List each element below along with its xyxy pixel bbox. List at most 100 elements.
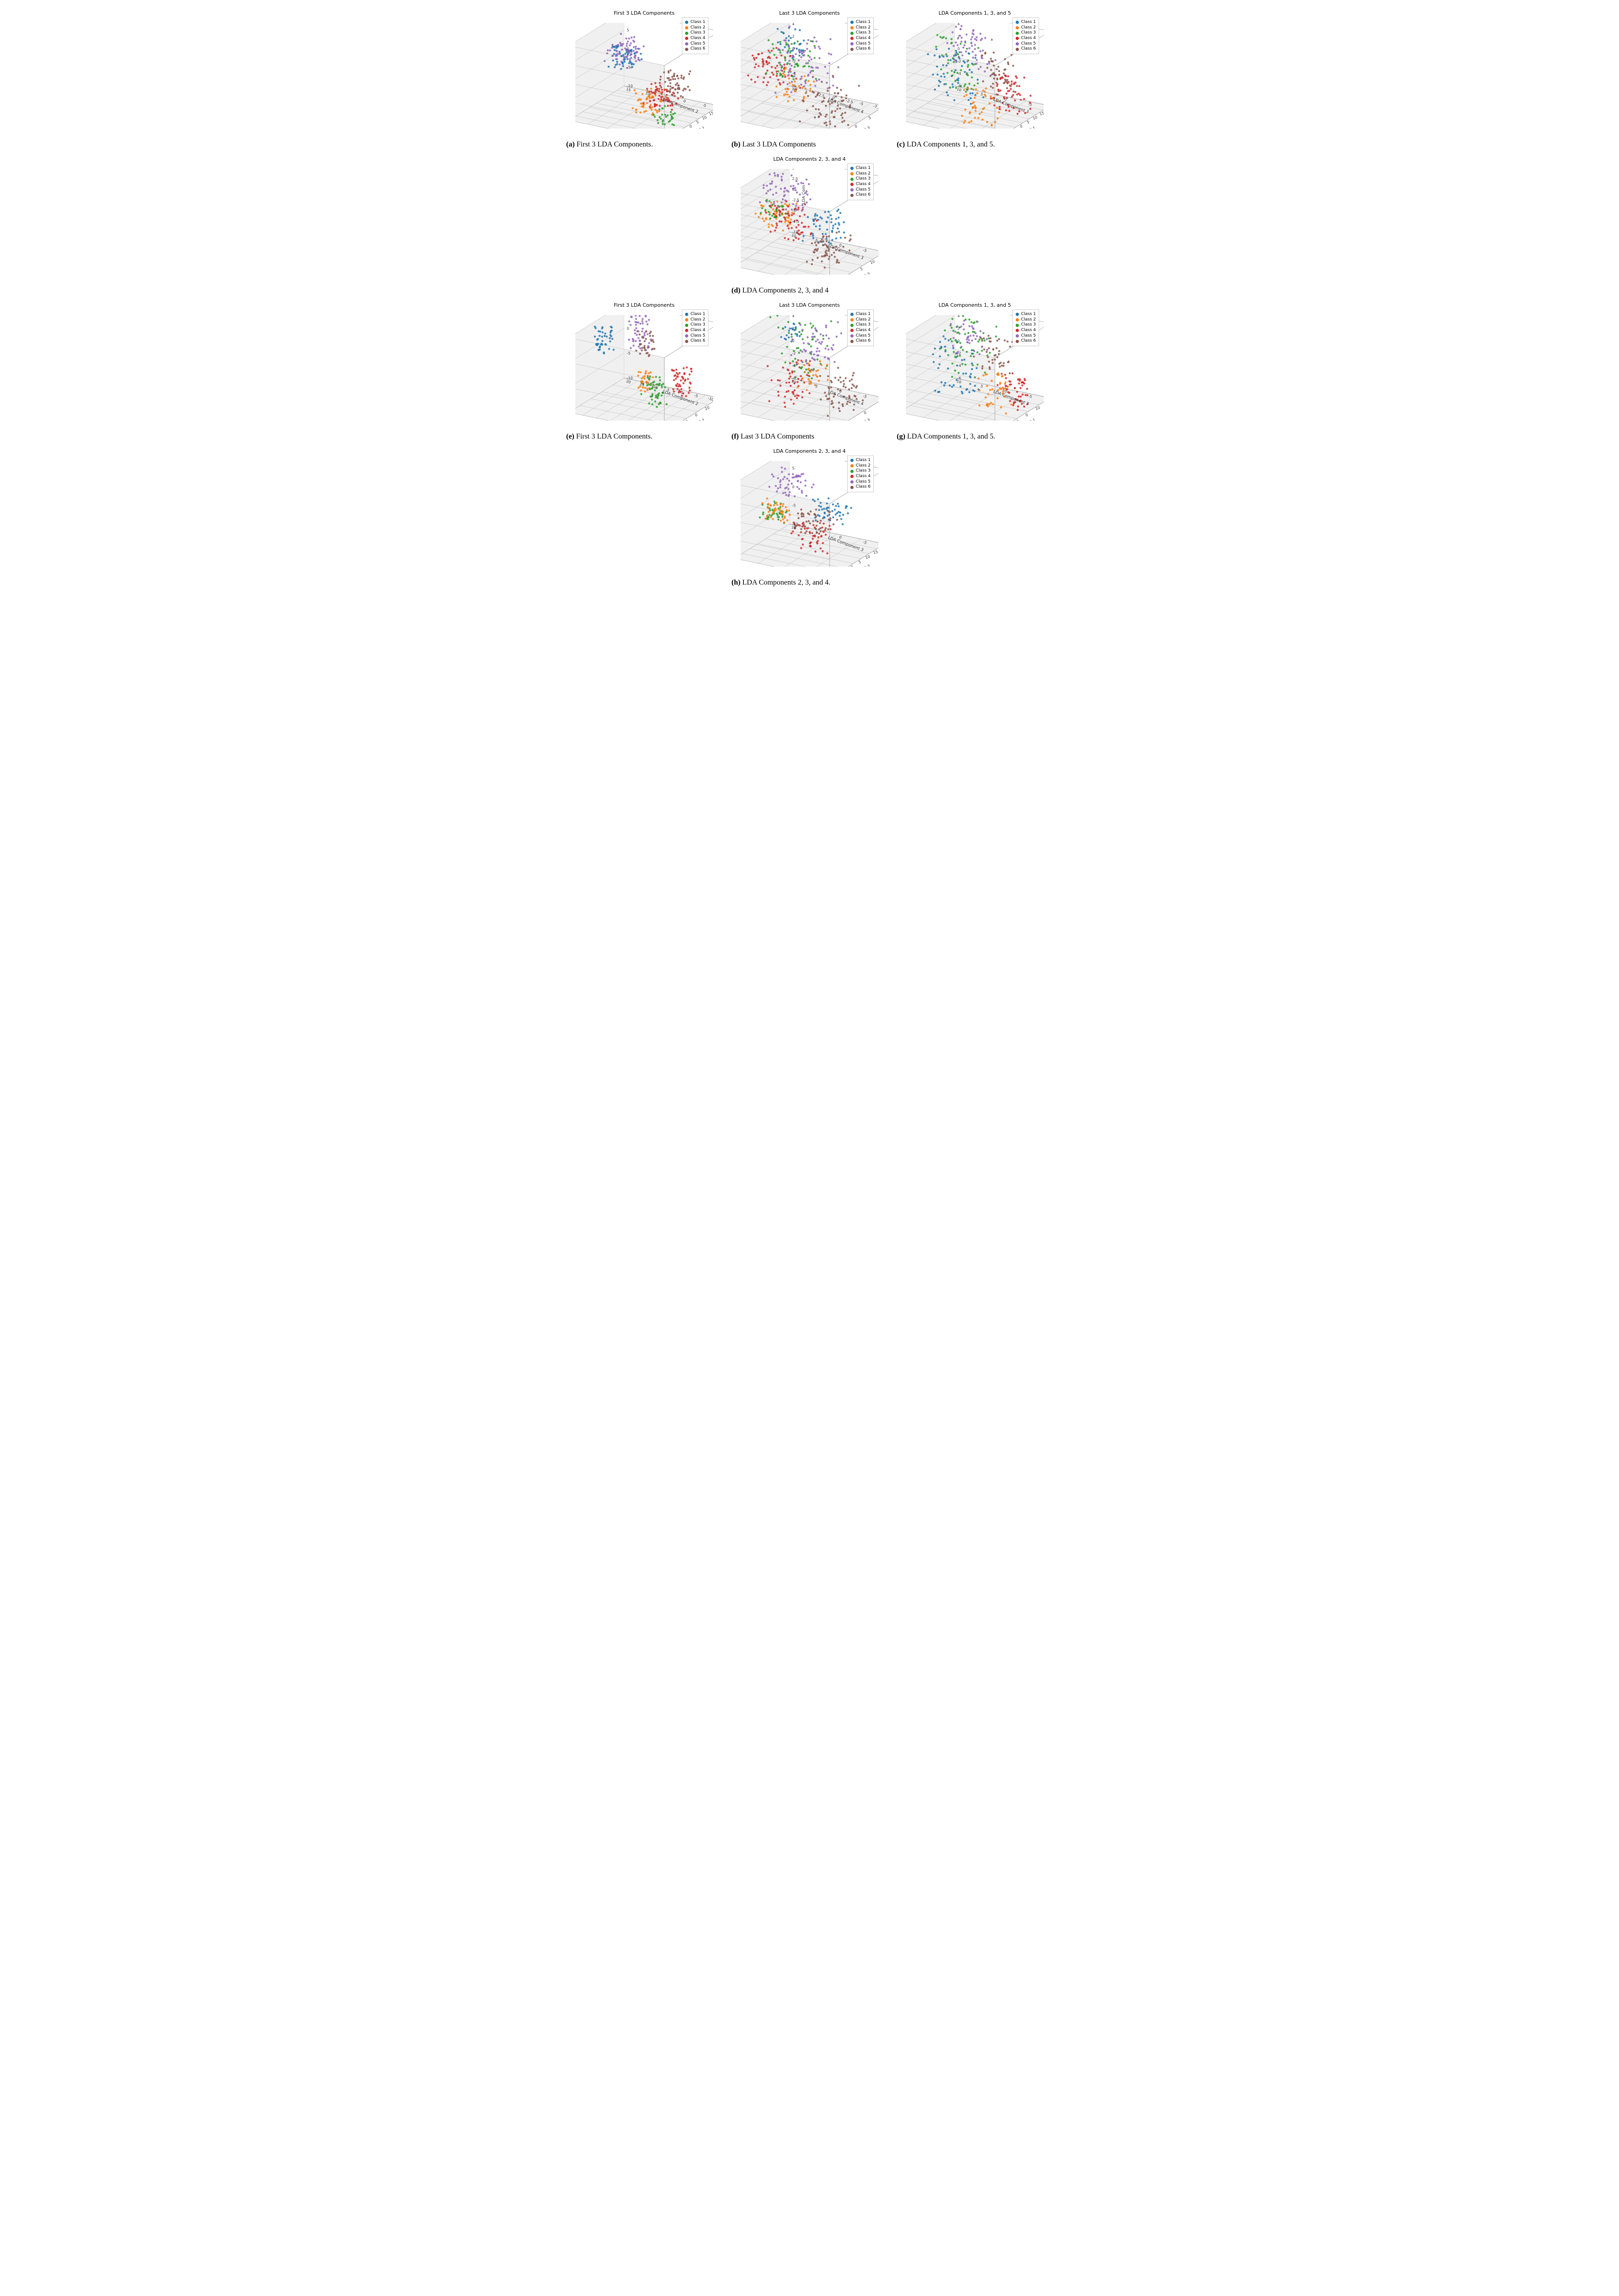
legend-label: Class 6 bbox=[856, 46, 871, 52]
legend: Class 1Class 2Class 3Class 4Class 5Class… bbox=[1012, 310, 1039, 346]
svg-text:-2.5: -2.5 bbox=[792, 198, 799, 203]
legend-label: Class 2 bbox=[691, 317, 705, 323]
legend-dot-icon bbox=[850, 318, 854, 321]
plot-title: LDA Components 2, 3, and 4 bbox=[736, 448, 883, 454]
legend-label: Class 4 bbox=[856, 328, 871, 333]
plot-title: Last 3 LDA Components bbox=[736, 302, 883, 308]
legend-dot-icon bbox=[685, 313, 688, 316]
legend-item: Class 1 bbox=[850, 166, 871, 171]
legend-item: Class 4 bbox=[850, 328, 871, 333]
legend-dot-icon bbox=[850, 172, 854, 175]
caption-tag: (h) bbox=[731, 579, 741, 586]
svg-text:-10: -10 bbox=[792, 230, 798, 234]
legend-dot-icon bbox=[1016, 313, 1019, 316]
legend-dot-icon bbox=[685, 32, 688, 35]
legend-label: Class 6 bbox=[1021, 338, 1036, 344]
legend-dot-icon bbox=[850, 340, 854, 343]
legend-item: Class 4 bbox=[1016, 36, 1036, 41]
svg-text:LDA Com: LDA Com bbox=[802, 185, 806, 204]
legend-item: Class 5 bbox=[1016, 41, 1036, 47]
legend-label: Class 5 bbox=[856, 333, 871, 339]
svg-text:-6: -6 bbox=[792, 84, 796, 88]
svg-text:0: 0 bbox=[627, 47, 629, 51]
legend-item: Class 3 bbox=[1016, 322, 1036, 328]
caption-text: LDA Components 2, 3, and 4. bbox=[742, 579, 831, 586]
legend-dot-icon bbox=[850, 470, 854, 473]
legend-item: Class 5 bbox=[850, 333, 871, 339]
legend-dot-icon bbox=[850, 475, 854, 478]
legend-item: Class 6 bbox=[685, 46, 705, 52]
svg-text:4: 4 bbox=[792, 23, 794, 26]
legend-label: Class 6 bbox=[856, 484, 871, 490]
caption-text: First 3 LDA Components. bbox=[577, 141, 653, 148]
caption-text: LDA Components 1, 3, and 5. bbox=[907, 433, 995, 440]
legend-label: Class 3 bbox=[856, 468, 871, 474]
svg-text:15: 15 bbox=[1039, 111, 1044, 117]
legend-item: Class 6 bbox=[850, 484, 871, 490]
legend-dot-icon bbox=[1016, 32, 1019, 35]
legend-item: Class 6 bbox=[685, 338, 705, 344]
legend-dot-icon bbox=[685, 48, 688, 51]
legend-label: Class 3 bbox=[1021, 30, 1036, 36]
legend-dot-icon bbox=[1016, 37, 1019, 40]
legend-dot-icon bbox=[1016, 340, 1019, 343]
legend-dot-icon bbox=[850, 459, 854, 462]
legend-dot-icon bbox=[850, 188, 854, 191]
plot-box: LDA Components 2, 3, and 4Class 1Class 2… bbox=[736, 447, 883, 576]
legend-label: Class 4 bbox=[856, 182, 871, 187]
legend-label: Class 2 bbox=[856, 463, 871, 469]
legend-item: Class 2 bbox=[1016, 317, 1036, 323]
svg-text:0: 0 bbox=[792, 187, 794, 191]
subplot-c: LDA Components 1, 3, and 5Class 1Class 2… bbox=[897, 9, 1053, 151]
legend-dot-icon bbox=[1016, 48, 1019, 51]
svg-text:2: 2 bbox=[792, 34, 794, 39]
svg-text:5: 5 bbox=[627, 28, 629, 32]
legend-item: Class 2 bbox=[685, 317, 705, 323]
legend: Class 1Class 2Class 3Class 4Class 5Class… bbox=[1012, 17, 1039, 54]
plot-title: Last 3 LDA Components bbox=[736, 10, 883, 16]
legend: Class 1Class 2Class 3Class 4Class 5Class… bbox=[847, 310, 874, 346]
svg-text:5: 5 bbox=[792, 169, 794, 170]
svg-text:-10: -10 bbox=[792, 522, 798, 526]
legend: Class 1Class 2Class 3Class 4Class 5Class… bbox=[682, 17, 708, 54]
plot-box: LDA Components 1, 3, and 5Class 1Class 2… bbox=[901, 9, 1048, 138]
svg-text:-10: -10 bbox=[627, 84, 633, 88]
legend-dot-icon bbox=[1016, 334, 1019, 338]
legend-label: Class 5 bbox=[856, 479, 871, 485]
caption-tag: (e) bbox=[566, 433, 574, 440]
legend-dot-icon bbox=[850, 26, 854, 29]
legend-label: Class 5 bbox=[691, 41, 705, 47]
svg-text:0: 0 bbox=[792, 47, 794, 51]
legend-label: Class 4 bbox=[691, 328, 705, 333]
subplot-e: First 3 LDA ComponentsClass 1Class 2Clas… bbox=[566, 301, 722, 443]
svg-text:2.5: 2.5 bbox=[792, 177, 798, 181]
svg-text:10: 10 bbox=[865, 555, 871, 560]
plot-title: LDA Components 1, 3, and 5 bbox=[901, 10, 1048, 16]
legend-item: Class 2 bbox=[1016, 25, 1036, 31]
svg-text:0: 0 bbox=[689, 124, 692, 129]
svg-text:-6: -6 bbox=[792, 376, 796, 380]
legend-label: Class 1 bbox=[1021, 312, 1036, 317]
legend-label: Class 4 bbox=[1021, 328, 1036, 333]
legend-label: Class 3 bbox=[856, 176, 871, 182]
caption-tag: (c) bbox=[897, 141, 905, 148]
subplot-g: LDA Components 1, 3, and 5Class 1Class 2… bbox=[897, 301, 1053, 443]
legend-item: Class 2 bbox=[850, 463, 871, 469]
svg-text:15: 15 bbox=[708, 111, 713, 117]
svg-text:0: 0 bbox=[792, 485, 794, 489]
legend-item: Class 4 bbox=[850, 474, 871, 479]
plot-box: LDA Components 2, 3, and 4Class 1Class 2… bbox=[736, 155, 883, 284]
svg-text:10: 10 bbox=[870, 259, 875, 265]
legend-label: Class 1 bbox=[856, 166, 871, 171]
legend: Class 1Class 2Class 3Class 4Class 5Class… bbox=[847, 17, 874, 54]
legend-label: Class 1 bbox=[1021, 20, 1036, 25]
legend-dot-icon bbox=[1016, 21, 1019, 24]
legend-label: Class 2 bbox=[856, 25, 871, 31]
svg-text:4: 4 bbox=[957, 23, 960, 26]
legend-label: Class 3 bbox=[856, 30, 871, 36]
svg-text:-5: -5 bbox=[792, 504, 796, 508]
svg-text:5: 5 bbox=[860, 267, 863, 271]
legend-label: Class 5 bbox=[856, 41, 871, 47]
legend-label: Class 6 bbox=[1021, 46, 1036, 52]
subplot-caption: (c) LDA Components 1, 3, and 5. bbox=[897, 141, 1053, 149]
